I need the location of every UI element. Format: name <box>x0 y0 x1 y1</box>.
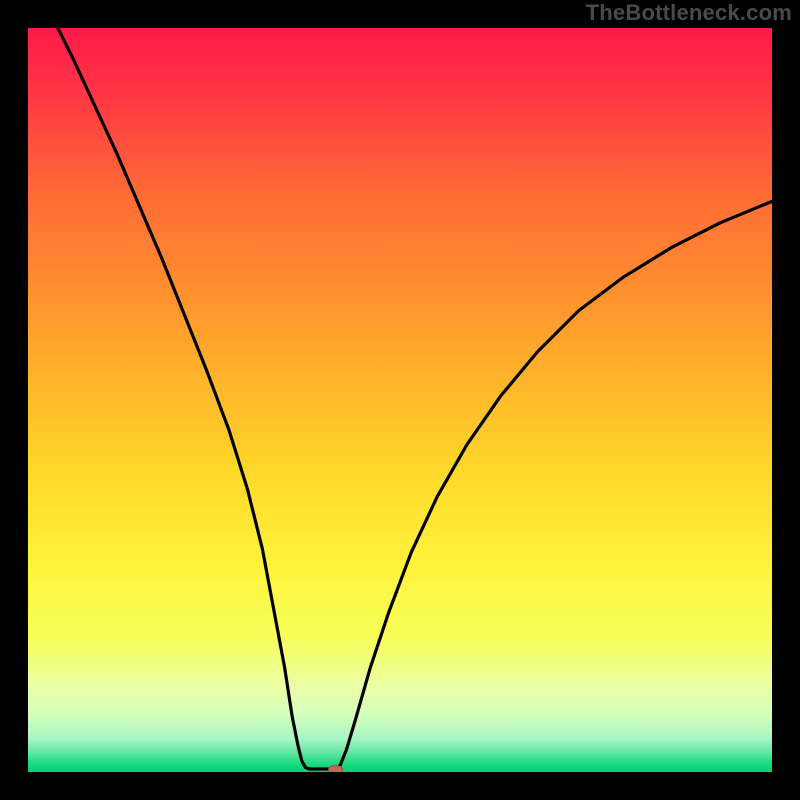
minimum-marker <box>328 765 343 772</box>
watermark-text: TheBottleneck.com <box>586 0 792 26</box>
curve-layer <box>28 28 772 772</box>
curve-right-branch <box>337 201 772 769</box>
plot-area <box>28 28 772 772</box>
curve-left-branch <box>58 28 309 769</box>
